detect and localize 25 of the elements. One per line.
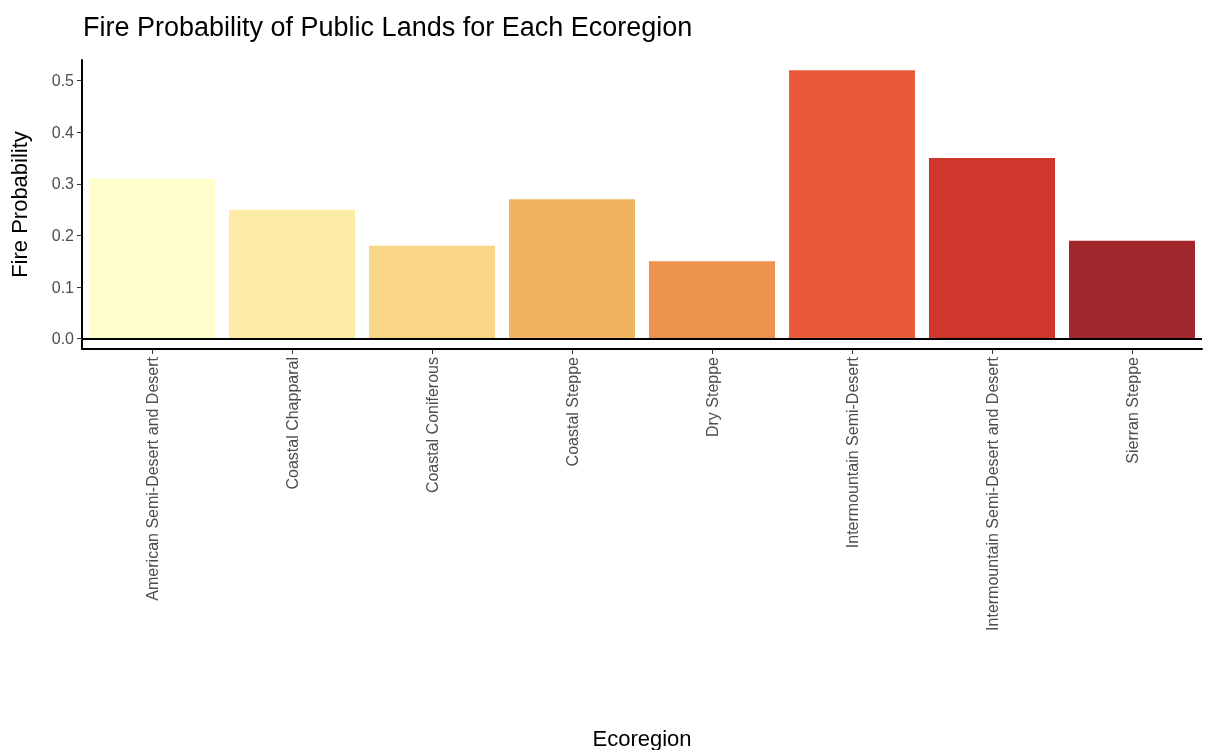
bar xyxy=(369,245,495,339)
bar xyxy=(1069,240,1195,339)
x-tick-label: American Semi-Desert and Desert xyxy=(143,356,161,601)
bar xyxy=(229,209,355,339)
bar xyxy=(89,178,215,339)
x-tick-label: Coastal Chapparal xyxy=(283,357,301,490)
y-tick-label: 0.0 xyxy=(51,330,75,348)
bar xyxy=(649,261,775,339)
y-tick-label: 0.1 xyxy=(51,278,75,296)
y-axis-title: Fire Probability xyxy=(6,131,32,278)
bar xyxy=(509,199,635,339)
x-tick-label: Dry Steppe xyxy=(703,356,721,438)
y-tick-label: 0.3 xyxy=(51,175,75,193)
y-tick-label: 0.5 xyxy=(51,72,75,90)
x-tick-label: Coastal Steppe xyxy=(563,356,581,467)
chart-title: Fire Probability of Public Lands for Each Ecoregion xyxy=(83,11,693,42)
x-tick-label: Intermountain Semi-Desert xyxy=(843,356,861,549)
x-tick-label: Intermountain Semi-Desert and Desert xyxy=(983,356,1001,631)
x-axis-title: Ecoregion xyxy=(592,725,692,750)
x-tick-label: Coastal Coniferous xyxy=(423,357,441,494)
bar xyxy=(789,70,915,339)
y-tick-label: 0.2 xyxy=(51,226,75,244)
y-tick-label: 0.4 xyxy=(51,123,75,141)
x-tick-label: Sierran Steppe xyxy=(1123,356,1141,464)
bar xyxy=(929,158,1055,339)
